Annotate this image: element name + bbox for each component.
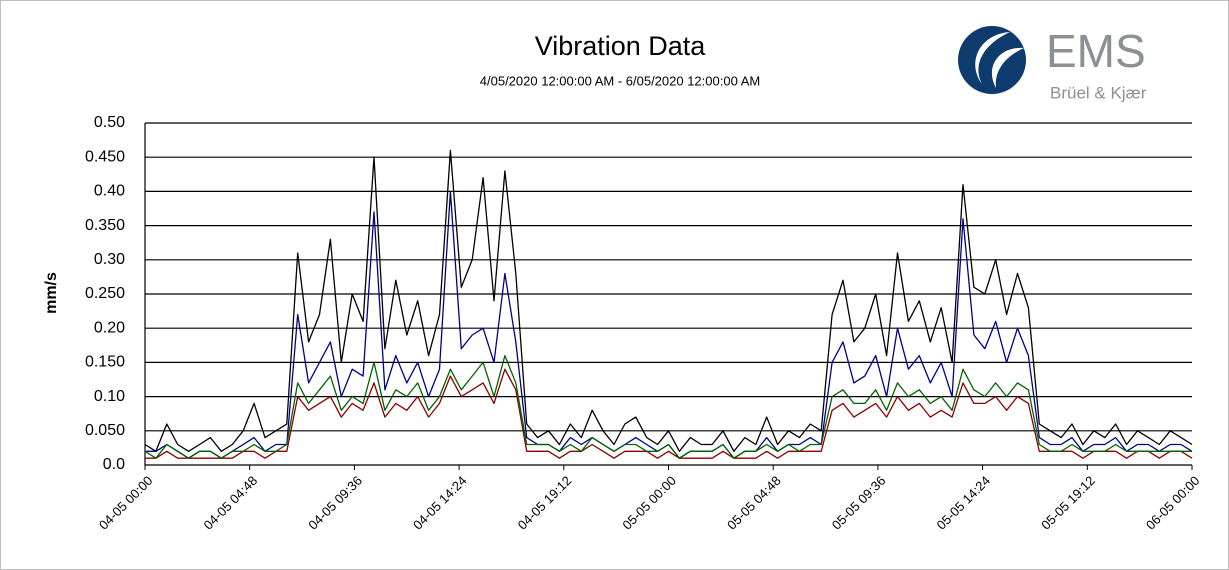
series-line xyxy=(144,149,1193,452)
series-line xyxy=(145,368,1193,459)
series-line xyxy=(144,354,1192,459)
y-tick-label: 0.0 xyxy=(103,456,125,473)
chart-title: Vibration Data xyxy=(535,31,707,61)
y-tick-label: 0.40 xyxy=(94,183,125,200)
y-axis-label: mm/s xyxy=(43,272,60,314)
y-tick-label: 0.50 xyxy=(94,114,125,131)
y-tick-label: 0.20 xyxy=(94,319,125,336)
y-tick-label: 0.150 xyxy=(85,354,125,371)
logo: EMS Brüel & Kjær xyxy=(958,25,1147,102)
y-tick-label: 0.250 xyxy=(85,285,125,302)
y-tick-label: 0.050 xyxy=(85,422,125,439)
logo-circle xyxy=(958,26,1026,94)
y-tick-label: 0.30 xyxy=(94,251,125,268)
y-tick-label: 0.450 xyxy=(85,148,125,165)
logo-swoosh xyxy=(991,47,1024,88)
logo-swoosh xyxy=(975,32,1010,84)
y-tick-label: 0.10 xyxy=(94,388,125,405)
y-tick-label: 0.350 xyxy=(85,217,125,234)
logo-subtitle: Brüel & Kjær xyxy=(1050,83,1147,102)
logo-name: EMS xyxy=(1046,25,1146,77)
chart-subtitle: 4/05/2020 12:00:00 AM - 6/05/2020 12:00:… xyxy=(480,73,760,88)
